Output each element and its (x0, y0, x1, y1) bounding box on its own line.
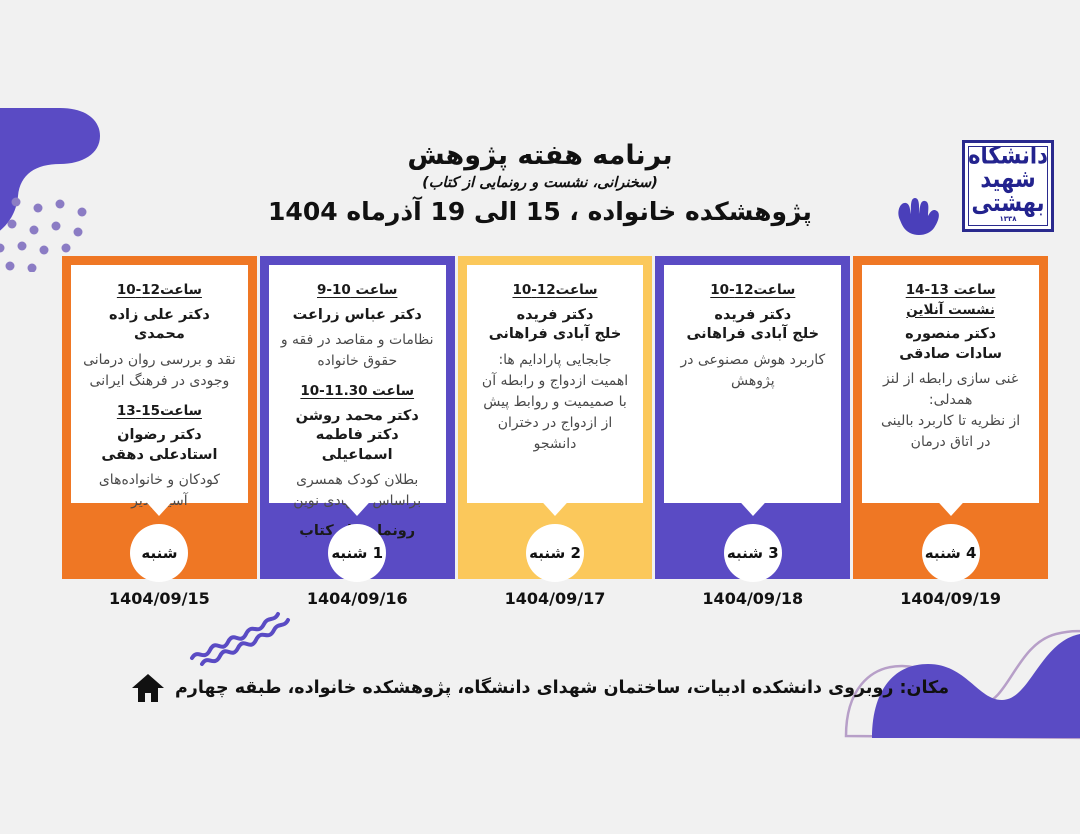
logo-year-text: ۱۳۳۸ (999, 215, 1017, 224)
session-time: ساعت 11.30-10 (300, 383, 415, 400)
day-circle-monday[interactable]: 2 شنبه (526, 524, 584, 582)
day-card-content: ساعت 13-14 نشست آنلاین دکتر منصوره سادات صا… (862, 265, 1039, 463)
day-label: 1 شنبه (331, 544, 384, 562)
card-pointer-notch (337, 494, 378, 516)
logo-script-text: دانشگاه شهید بهشتی (968, 146, 1048, 217)
day-card-sunday[interactable]: ساعت 10-9 دکتر عباس زراعت نظامات و مقاصد د… (268, 265, 446, 539)
day-card-wednesday[interactable]: ساعت 13-14 نشست آنلاین دکتر منصوره سادات صا… (862, 265, 1039, 503)
session-topic: غنی سازی رابطه از لنز همدلی: از نظریه تا … (880, 371, 1021, 451)
card-pointer-notch (930, 494, 971, 516)
day-circle-wednesday[interactable]: 4 شنبه (921, 524, 980, 582)
day-date: 1404/09/15 (109, 589, 210, 608)
session-time: ساعت 13-14 (905, 282, 996, 298)
session-speaker: دکتر فریده خلج آبادی فراهانی (686, 306, 820, 343)
session-time-note: نشست آنلاین (906, 301, 995, 318)
session-time: ساعت 10-9 (317, 282, 398, 298)
session-topic: نقد و بررسی روان درمانی وجودی در فرهنگ ا… (83, 351, 236, 389)
poster-header: برنامه هفته پژوهش (سخنرانی، نشست و رونما… (0, 140, 1080, 227)
university-logo: دانشگاه شهید بهشتی ۱۳۳۸ (962, 140, 1054, 232)
footer-location-text: مکان: روبروی دانشکده ادبیات، ساختمان شهد… (174, 678, 950, 698)
page-title: برنامه هفته پژوهش (407, 140, 673, 171)
session-time: ساعت12-10 (512, 282, 598, 298)
day-circle-tuesday[interactable]: 3 شنبه (723, 524, 782, 582)
session-slot: ساعت12-10 دکتر فریده خلج آبادی فراهانی کارب… (675, 281, 830, 392)
card-pointer-notch (732, 494, 773, 516)
session-slot: ساعت12-10 دکتر علی زاده محمدی نقد و بررسی … (82, 281, 237, 392)
day-card-monday[interactable]: ساعت12-10 دکتر فریده خلج آبادی فراهانی جابج… (466, 265, 644, 503)
session-topic: جابجایی پارادایم ها: اهمیت ازدواج و رابطه… (481, 351, 629, 452)
day-column-sunday[interactable]: ساعت 10-9 دکتر عباس زراعت نظامات و مقاصد د… (259, 256, 455, 608)
timeline-band: ساعت 13-14 نشست آنلاین دکتر منصوره سادات صا… (62, 256, 1048, 608)
session-speaker: دکتر فریده خلج آبادی فراهانی (488, 306, 622, 343)
day-column-tuesday[interactable]: ساعت12-10 دکتر فریده خلج آبادی فراهانی کارب… (655, 256, 851, 608)
logo-frame: دانشگاه شهید بهشتی ۱۳۳۸ (968, 146, 1048, 226)
day-card-tuesday[interactable]: ساعت12-10 دکتر فریده خلج آبادی فراهانی کارب… (664, 265, 842, 503)
day-date: 1404/09/17 (504, 589, 606, 608)
day-date: 1404/09/19 (900, 589, 1001, 608)
card-pointer-notch (139, 494, 180, 516)
day-label: 2 شنبه (529, 544, 581, 562)
session-slot: ساعت 10-9 دکتر عباس زراعت نظامات و مقاصد د… (280, 281, 435, 372)
session-time: ساعت12-10 (710, 282, 796, 298)
session-time: ساعت12-10 (116, 282, 202, 298)
session-topic: کاربرد هوش مصنوعی در پژوهش (680, 351, 826, 389)
day-column-wednesday[interactable]: ساعت 13-14 نشست آنلاین دکتر منصوره سادات صا… (853, 256, 1048, 608)
day-date: 1404/09/18 (702, 589, 804, 608)
home-icon (131, 674, 164, 702)
session-speaker: دکتر رضوان استادعلی دهقی (101, 427, 218, 463)
day-card-content: ساعت12-10 دکتر فریده خلج آبادی فراهانی جابج… (467, 265, 644, 465)
day-column-saturday[interactable]: ساعت12-10 دکتر علی زاده محمدی نقد و بررسی … (62, 256, 257, 608)
session-speaker: دکتر عباس زراعت (292, 306, 422, 323)
session-speaker: دکتر منصوره سادات صادقی (899, 326, 1002, 362)
session-speaker: دکتر علی زاده محمدی (109, 306, 210, 343)
footer-location: مکان: روبروی دانشکده ادبیات، ساختمان شهد… (0, 672, 1080, 704)
session-time: ساعت15-13 (116, 402, 202, 419)
page-subtitle: (سخنرانی، نشست و رونمایی از کتاب) (422, 175, 658, 192)
day-column-monday[interactable]: ساعت12-10 دکتر فریده خلج آبادی فراهانی جابج… (457, 256, 653, 608)
page-daterange: پژوهشکده خانواده ، 15 الی 19 آذرماه 1404 (268, 197, 812, 227)
squiggle-decoration (190, 612, 290, 666)
day-label: 4 شنبه (924, 544, 977, 562)
session-slot: ساعت 13-14 نشست آنلاین دکتر منصوره سادات صا… (873, 281, 1028, 453)
day-circle-saturday[interactable]: شنبه (130, 524, 189, 582)
session-topic: نظامات و مقاصد در فقه و حقوق خانواده (280, 332, 434, 370)
day-card-content: ساعت12-10 دکتر فریده خلج آبادی فراهانی کارب… (664, 265, 841, 402)
card-pointer-notch (535, 494, 575, 516)
session-slot: ساعت12-10 دکتر فریده خلج آبادی فراهانی جابج… (478, 281, 633, 455)
day-circle-sunday[interactable]: 1 شنبه (328, 524, 387, 582)
day-label: شنبه (141, 544, 178, 562)
day-card-saturday[interactable]: ساعت12-10 دکتر علی زاده محمدی نقد و بررسی … (71, 265, 248, 509)
day-card-content: ساعت12-10 دکتر علی زاده محمدی نقد و بررسی … (71, 265, 248, 522)
day-label: 3 شنبه (726, 544, 779, 562)
session-speaker: دکتر محمد روشن دکتر فاطمه اسماعیلی (295, 407, 419, 463)
day-date: 1404/09/16 (306, 589, 408, 608)
